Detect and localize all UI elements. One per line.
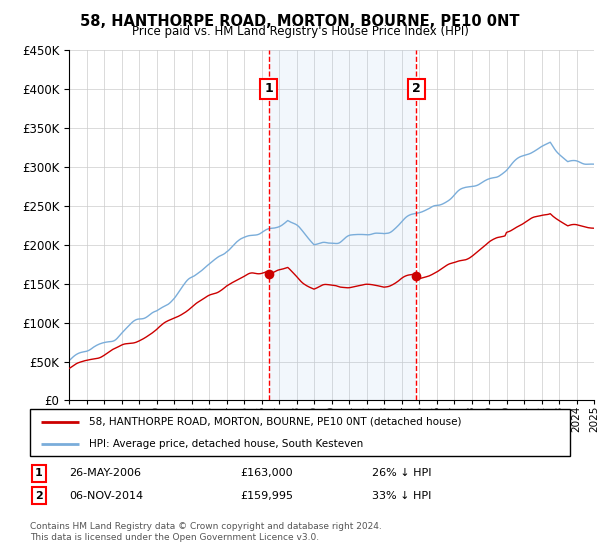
Text: Contains HM Land Registry data © Crown copyright and database right 2024.: Contains HM Land Registry data © Crown c… xyxy=(30,522,382,531)
Text: £159,995: £159,995 xyxy=(240,491,293,501)
Text: 2: 2 xyxy=(412,82,421,95)
Text: Price paid vs. HM Land Registry's House Price Index (HPI): Price paid vs. HM Land Registry's House … xyxy=(131,25,469,38)
Text: HPI: Average price, detached house, South Kesteven: HPI: Average price, detached house, Sout… xyxy=(89,438,364,449)
Text: 06-NOV-2014: 06-NOV-2014 xyxy=(69,491,143,501)
Text: 26-MAY-2006: 26-MAY-2006 xyxy=(69,468,141,478)
Text: £163,000: £163,000 xyxy=(240,468,293,478)
Text: 33% ↓ HPI: 33% ↓ HPI xyxy=(372,491,431,501)
Bar xyxy=(269,50,416,400)
Text: 58, HANTHORPE ROAD, MORTON, BOURNE, PE10 0NT: 58, HANTHORPE ROAD, MORTON, BOURNE, PE10… xyxy=(80,14,520,29)
Text: 1: 1 xyxy=(264,82,273,95)
Text: This data is licensed under the Open Government Licence v3.0.: This data is licensed under the Open Gov… xyxy=(30,533,319,542)
FancyBboxPatch shape xyxy=(30,409,570,456)
Text: 1: 1 xyxy=(35,468,43,478)
Text: 26% ↓ HPI: 26% ↓ HPI xyxy=(372,468,431,478)
Text: 58, HANTHORPE ROAD, MORTON, BOURNE, PE10 0NT (detached house): 58, HANTHORPE ROAD, MORTON, BOURNE, PE10… xyxy=(89,417,462,427)
Text: 2: 2 xyxy=(35,491,43,501)
